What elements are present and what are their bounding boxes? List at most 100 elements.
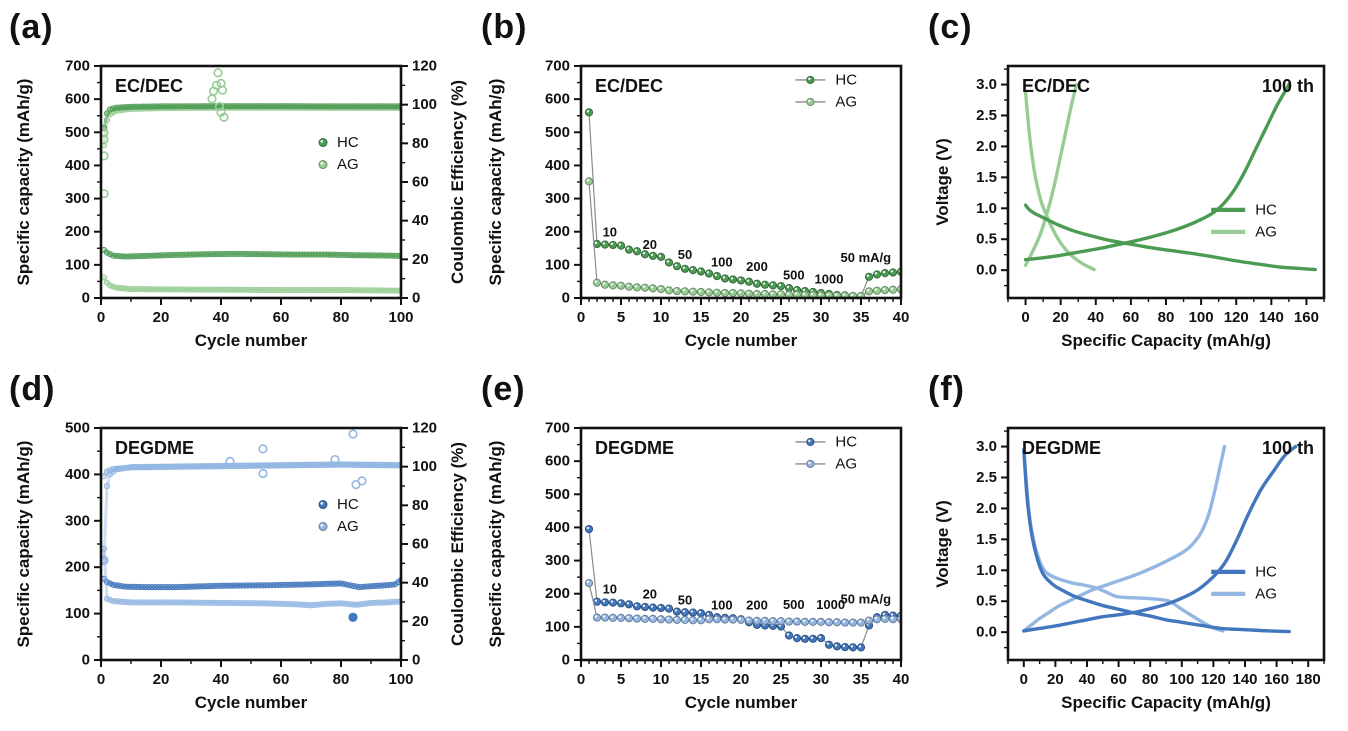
- svg-text:DEGDME: DEGDME: [115, 438, 194, 458]
- svg-text:15: 15: [693, 671, 710, 688]
- svg-text:10: 10: [603, 582, 617, 597]
- svg-text:1.0: 1.0: [976, 562, 997, 579]
- svg-text:500: 500: [65, 420, 90, 437]
- panel-a-letter: (a): [9, 8, 54, 46]
- svg-text:10: 10: [653, 309, 670, 326]
- panel-c: (c) 0 20 40 60 80 100 120 140 160 0.0 0.5 1.0 1.5 2.0…: [924, 8, 1344, 364]
- svg-text:AG: AG: [1255, 223, 1277, 240]
- svg-text:120: 120: [1224, 309, 1249, 326]
- svg-text:1000: 1000: [816, 597, 845, 612]
- svg-text:0: 0: [1021, 309, 1029, 326]
- svg-text:80: 80: [412, 135, 429, 152]
- svg-text:120: 120: [412, 420, 437, 437]
- svg-text:40: 40: [893, 671, 910, 688]
- svg-text:40: 40: [1079, 671, 1096, 688]
- svg-text:3.0: 3.0: [976, 438, 997, 455]
- svg-text:0.5: 0.5: [976, 231, 997, 248]
- panel-c-chart: 0 20 40 60 80 100 120 140 160 0.0 0.5 1.0 1.5 2.0 2.5 3…: [933, 64, 1326, 350]
- svg-text:1.5: 1.5: [976, 531, 997, 548]
- svg-text:HC: HC: [1255, 201, 1277, 218]
- panel-d-chart: 0 20 40 60 80 100 0 100 200 300 400 500 0 20 40 60 80 100…: [14, 420, 467, 713]
- svg-text:100: 100: [711, 598, 733, 613]
- svg-text:160: 160: [1264, 671, 1289, 688]
- svg-text:EC/DEC: EC/DEC: [115, 76, 183, 96]
- svg-text:80: 80: [1158, 309, 1175, 326]
- svg-text:400: 400: [545, 157, 570, 174]
- svg-text:60: 60: [273, 671, 290, 688]
- svg-text:700: 700: [65, 58, 90, 75]
- panel-b-letter: (b): [481, 8, 528, 46]
- panel-e-chart: 0 5 10 15 20 25 30 35 400100200300400500600700Cy…: [486, 420, 910, 713]
- svg-text:40: 40: [412, 212, 429, 229]
- svg-text:40: 40: [893, 309, 910, 326]
- panel-c-letter: (c): [928, 8, 973, 46]
- svg-text:0: 0: [562, 290, 570, 307]
- svg-text:Cycle number: Cycle number: [195, 331, 308, 350]
- svg-text:5: 5: [617, 309, 625, 326]
- svg-text:EC/DEC: EC/DEC: [1022, 76, 1090, 96]
- svg-text:AG: AG: [337, 518, 359, 535]
- panel-e: (e) 0 5 10 15 20 25 30 35 40 0 100 200 300 400 500 600 7…: [477, 370, 922, 726]
- svg-text:100: 100: [1189, 309, 1214, 326]
- svg-text:50 mA/g: 50 mA/g: [841, 250, 892, 265]
- svg-text:HC: HC: [835, 71, 857, 88]
- svg-text:100: 100: [65, 605, 90, 622]
- svg-text:40: 40: [412, 574, 429, 591]
- svg-text:100: 100: [1169, 671, 1194, 688]
- svg-text:Specific Capacity (mAh/g): Specific Capacity (mAh/g): [1061, 693, 1271, 712]
- svg-text:20: 20: [412, 251, 429, 268]
- svg-text:160: 160: [1294, 309, 1319, 326]
- svg-text:5: 5: [617, 671, 625, 688]
- svg-text:50 mA/g: 50 mA/g: [841, 592, 892, 607]
- svg-text:0: 0: [412, 290, 420, 307]
- svg-text:Cycle number: Cycle number: [685, 693, 798, 712]
- svg-text:30: 30: [813, 309, 830, 326]
- svg-text:100: 100: [388, 309, 413, 326]
- svg-text:1000: 1000: [815, 271, 844, 286]
- svg-text:Specific capacity (mAh/g): Specific capacity (mAh/g): [14, 79, 33, 286]
- panel-f: (f) 0 20 40 60 80 100 120 140 160 180 0.0 0.5 1.0 1.5…: [924, 370, 1344, 726]
- svg-text:2.0: 2.0: [976, 138, 997, 155]
- svg-text:0: 0: [82, 290, 90, 307]
- svg-text:500: 500: [783, 267, 805, 282]
- svg-text:Specific capacity (mAh/g): Specific capacity (mAh/g): [486, 79, 505, 286]
- svg-text:60: 60: [273, 309, 290, 326]
- svg-text:140: 140: [1259, 309, 1284, 326]
- svg-text:20: 20: [733, 671, 750, 688]
- svg-text:1.0: 1.0: [976, 200, 997, 217]
- svg-text:80: 80: [333, 671, 350, 688]
- svg-text:300: 300: [545, 552, 570, 569]
- svg-text:80: 80: [1142, 671, 1159, 688]
- svg-text:3.0: 3.0: [976, 76, 997, 93]
- svg-text:100: 100: [412, 458, 437, 475]
- svg-text:Coulombic Efficiency (%): Coulombic Efficiency (%): [448, 442, 467, 646]
- svg-text:300: 300: [65, 512, 90, 529]
- svg-text:0: 0: [577, 671, 585, 688]
- svg-text:20: 20: [1047, 671, 1064, 688]
- svg-text:60: 60: [1123, 309, 1140, 326]
- svg-text:Cycle number: Cycle number: [685, 331, 798, 350]
- svg-text:0: 0: [562, 652, 570, 669]
- svg-text:40: 40: [213, 309, 230, 326]
- svg-text:180: 180: [1296, 671, 1321, 688]
- svg-text:35: 35: [853, 309, 870, 326]
- svg-text:AG: AG: [337, 156, 359, 173]
- panel-a-chart: 0 20 40 60 80 100 0 100 200 300 400 500 600 700 0 20 40 6…: [14, 58, 467, 351]
- svg-text:20: 20: [153, 309, 170, 326]
- svg-text:100: 100: [545, 256, 570, 273]
- svg-text:120: 120: [412, 58, 437, 75]
- panel-a: (a) 0 20 40 60 80 100 0 100 200 300 400 500 600 700 0 2…: [5, 8, 475, 364]
- svg-text:0.0: 0.0: [976, 624, 997, 641]
- svg-text:400: 400: [65, 157, 90, 174]
- svg-text:30: 30: [813, 671, 830, 688]
- panel-b-chart: 0 5 10 15 20 25 30 35 400100200300400500600700Cy…: [486, 58, 910, 351]
- svg-text:40: 40: [213, 671, 230, 688]
- svg-text:100: 100: [65, 256, 90, 273]
- svg-text:Voltage (V): Voltage (V): [933, 138, 952, 226]
- svg-text:0.5: 0.5: [976, 593, 997, 610]
- panel-d-letter: (d): [9, 370, 56, 408]
- svg-text:120: 120: [1201, 671, 1226, 688]
- svg-text:0: 0: [577, 309, 585, 326]
- svg-text:300: 300: [65, 190, 90, 207]
